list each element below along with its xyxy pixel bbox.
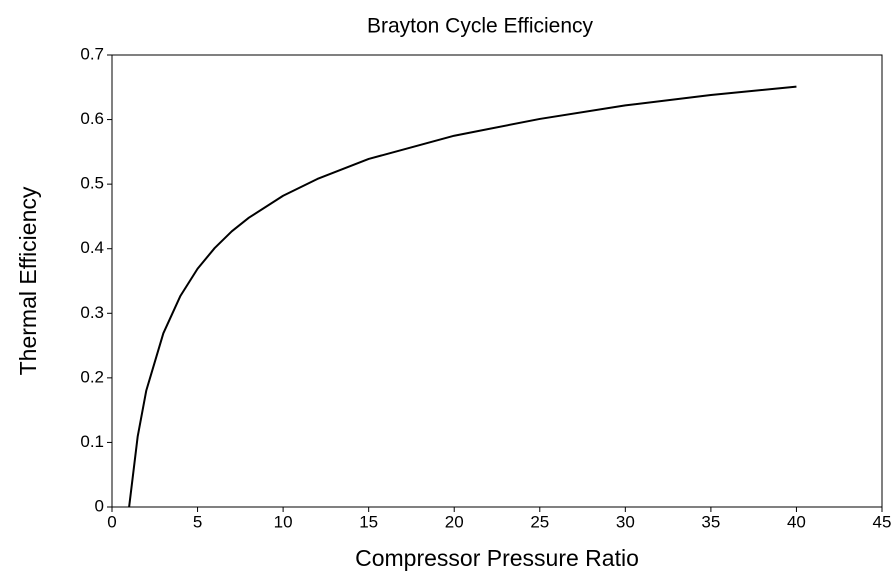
y-tick-label: 0.1 <box>80 432 104 451</box>
y-tick-label: 0.2 <box>80 367 104 386</box>
y-tick-label: 0.4 <box>80 238 104 257</box>
x-tick-label: 40 <box>787 512 806 531</box>
x-tick-label: 35 <box>701 512 720 531</box>
x-tick-label: 15 <box>359 512 378 531</box>
y-tick-label: 0.7 <box>80 44 104 63</box>
x-tick-label: 30 <box>616 512 635 531</box>
x-tick-label: 10 <box>274 512 293 531</box>
x-tick-label: 5 <box>193 512 202 531</box>
data-line <box>128 85 797 508</box>
y-axis-label: Thermal Efficiency <box>15 186 41 375</box>
y-tick-label: 0.5 <box>80 174 104 193</box>
plot-frame <box>111 54 883 508</box>
chart-title: Brayton Cycle Efficiency <box>367 15 594 38</box>
x-tick-label: 20 <box>445 512 464 531</box>
y-tick-label: 0.6 <box>80 109 104 128</box>
y-tick-label: 0 <box>95 496 104 515</box>
x-tick-label: 45 <box>873 512 892 531</box>
y-tick-label: 0.3 <box>80 303 104 322</box>
x-axis-label: Compressor Pressure Ratio <box>355 545 639 571</box>
x-tick-label: 0 <box>107 512 116 531</box>
x-tick-label: 25 <box>530 512 549 531</box>
